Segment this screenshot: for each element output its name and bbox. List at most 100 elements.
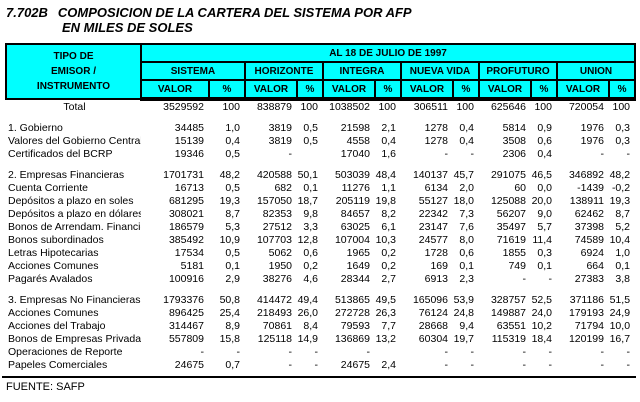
cell-value: 125088	[490, 195, 526, 207]
cell-value: 53,9	[453, 294, 474, 306]
cell-value: 79593	[340, 320, 370, 332]
col-header-valor: VALOR	[478, 79, 532, 101]
cell-value: 24675	[174, 359, 204, 371]
col-header-pct: %	[530, 79, 558, 101]
row-label: 3. Empresas No Financieras	[8, 294, 141, 306]
cell-value: 0,4	[225, 135, 240, 147]
cell-value: 0,6	[459, 247, 474, 259]
cell-value: 0,1	[615, 260, 631, 272]
col-header-valor: VALOR	[140, 79, 210, 101]
cell-value: 55127	[418, 195, 448, 207]
cell-value: 291075	[490, 169, 526, 181]
cell-value: -	[470, 346, 475, 358]
cell-value: 10,4	[609, 234, 631, 246]
col-header-valor: VALOR	[322, 79, 376, 101]
cell-value: 1,0	[615, 247, 631, 259]
cell-value: 179193	[568, 307, 604, 319]
cell-value: -	[288, 346, 293, 358]
cell-value: 0,2	[381, 260, 396, 272]
cell-value: 314467	[168, 320, 204, 332]
cell-value: 15,8	[219, 333, 240, 345]
cell-value: 0,1	[537, 260, 552, 272]
cell-value: 71619	[496, 234, 526, 246]
cell-value: -	[366, 346, 371, 358]
row-label: Valores del Gobierno Central	[8, 135, 141, 147]
cell-value: 14,9	[297, 333, 318, 345]
cell-value: 19,3	[219, 195, 240, 207]
cell-value: -	[600, 148, 605, 160]
cell-value: 16,7	[609, 333, 631, 345]
cell-value: 100	[612, 101, 631, 113]
cell-value: -	[522, 273, 527, 285]
cell-value: 35497	[496, 221, 526, 233]
source-note: FUENTE: SAFP	[6, 381, 85, 393]
cell-value: 63551	[496, 320, 526, 332]
table-row: Depósitos a plazo en dólares 308021 8,7 823…	[6, 208, 635, 221]
cell-value: 5181	[180, 260, 204, 272]
cell-value: 125118	[257, 333, 292, 345]
table-row: Bonos de Arrendam. Financiero 186579 5,3 27…	[6, 221, 635, 234]
cell-value: 19346	[174, 148, 204, 160]
corner-header: TIPO DE EMISOR / INSTRUMENTO	[5, 43, 142, 100]
cell-value: 896425	[168, 307, 204, 319]
cell-value: 70861	[262, 320, 292, 332]
cell-value: -0,2	[611, 182, 631, 194]
cell-value: 8,9	[225, 320, 240, 332]
group-header-horizonte: HORIZONTE	[244, 61, 324, 81]
cell-value: 7,6	[459, 221, 474, 233]
cell-value: 24,0	[531, 307, 552, 319]
cell-value: 120199	[568, 333, 604, 345]
row-label: Bonos subordinados	[8, 234, 104, 246]
afp-portfolio-table: TIPO DE EMISOR / INSTRUMENTO AL 18 DE JU…	[5, 43, 637, 372]
cell-value: 385492	[168, 234, 204, 246]
row-label: Operaciones de Reporte	[8, 346, 123, 358]
cell-value: -	[444, 346, 449, 358]
col-header-valor: VALOR	[244, 79, 298, 101]
table-row: Acciones Comunes 5181 0,1 1950 0,2 1649 0,2 169…	[6, 260, 635, 273]
cell-value: 34485	[174, 122, 204, 134]
cell-value: 0,1	[303, 182, 318, 194]
cell-value: 48,4	[375, 169, 396, 181]
row-label: Total	[63, 100, 86, 113]
cell-value: -	[626, 359, 631, 371]
group-header-integra: INTEGRA	[322, 61, 402, 81]
cell-value: 19,8	[375, 195, 396, 207]
cell-value: 1855	[502, 247, 526, 259]
table-row: Valores del Gobierno Central 15139 0,4 3819…	[6, 135, 635, 148]
row-label: Acciones Comunes	[8, 260, 99, 272]
cell-value: 107004	[334, 234, 370, 246]
cell-value: 5,7	[537, 221, 552, 233]
row-label: Letras Hipotecarias	[8, 247, 99, 259]
cell-value: 420588	[256, 169, 292, 181]
cell-value: 24675	[340, 359, 370, 371]
cell-value: 838879	[256, 101, 292, 113]
cell-value: 52,5	[531, 294, 552, 306]
cell-value: 0,3	[615, 122, 631, 134]
row-label: Bonos de Empresas Privadas	[8, 333, 141, 345]
col-header-valor: VALOR	[556, 79, 610, 101]
report-title: 7.702B COMPOSICION DE LA CARTERA DEL SIST…	[0, 0, 640, 35]
group-spacer	[6, 114, 635, 122]
cell-value: 8,0	[459, 234, 474, 246]
group-spacer	[6, 161, 635, 169]
cell-value: 49,4	[297, 294, 318, 306]
cell-value: 371186	[569, 294, 604, 306]
cell-value: 16713	[174, 182, 204, 194]
cell-value: 664	[586, 260, 604, 272]
cell-value: 27512	[262, 221, 292, 233]
table-row: Bonos de Empresas Privadas 557809 15,8 1251…	[6, 333, 635, 346]
cell-value: 17040	[340, 148, 370, 160]
cell-value: -	[200, 346, 205, 358]
cell-value: 1701731	[163, 169, 204, 181]
cell-value: 51,5	[609, 294, 631, 306]
date-header: AL 18 DE JULIO DE 1997	[139, 43, 637, 63]
cell-value: 74589	[574, 234, 604, 246]
cell-value: 24577	[418, 234, 448, 246]
cell-value: 8,7	[615, 208, 631, 220]
cell-value: 0,0	[537, 182, 552, 194]
cell-value: 0,6	[303, 247, 318, 259]
cell-value: 1,6	[381, 148, 396, 160]
cell-value: 18,4	[531, 333, 552, 345]
col-header-pct: %	[607, 79, 637, 101]
